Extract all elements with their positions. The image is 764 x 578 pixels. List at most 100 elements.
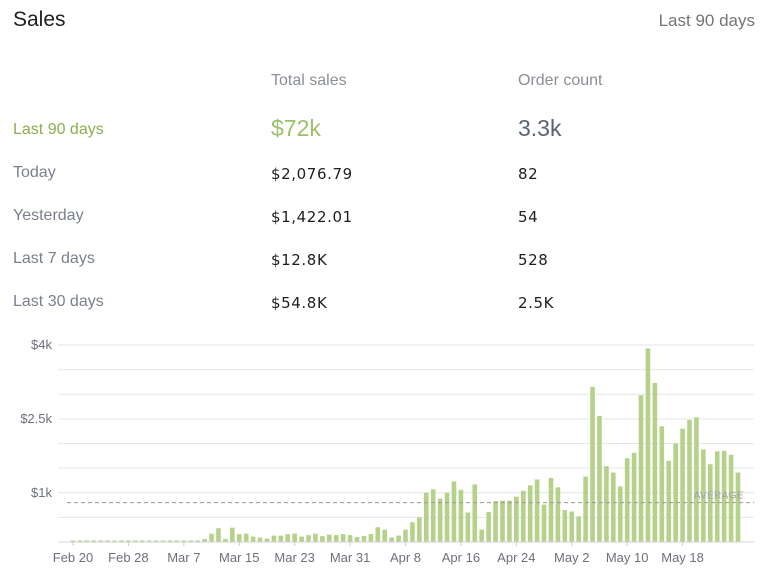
bar[interactable] xyxy=(292,533,297,542)
bar[interactable] xyxy=(479,529,484,542)
bar[interactable] xyxy=(98,540,104,542)
bar[interactable] xyxy=(313,533,318,542)
bar[interactable] xyxy=(333,535,339,542)
bar[interactable] xyxy=(306,535,311,542)
bar[interactable] xyxy=(160,540,166,542)
bar[interactable] xyxy=(264,538,270,542)
bar[interactable] xyxy=(569,511,575,542)
bar[interactable] xyxy=(604,466,609,542)
bar[interactable] xyxy=(666,460,672,542)
bar[interactable] xyxy=(271,535,277,542)
bar[interactable] xyxy=(91,540,97,542)
bar[interactable] xyxy=(181,540,187,542)
bar[interactable] xyxy=(146,540,152,542)
bar[interactable] xyxy=(527,485,533,542)
bar[interactable] xyxy=(320,536,325,542)
bar[interactable] xyxy=(230,527,235,542)
bar[interactable] xyxy=(617,486,623,542)
bar[interactable] xyxy=(548,477,554,542)
bar[interactable] xyxy=(451,481,457,542)
bar[interactable] xyxy=(236,534,242,542)
bar[interactable] xyxy=(430,489,436,542)
bar[interactable] xyxy=(139,540,145,542)
bar[interactable] xyxy=(202,539,207,542)
bar[interactable] xyxy=(728,454,734,542)
bar[interactable] xyxy=(514,496,519,542)
bar[interactable] xyxy=(299,536,304,542)
bar[interactable] xyxy=(257,537,263,542)
bar[interactable] xyxy=(597,415,602,542)
bar[interactable] xyxy=(410,522,415,542)
bar[interactable] xyxy=(694,417,699,542)
bar[interactable] xyxy=(652,382,658,542)
bar[interactable] xyxy=(507,500,512,542)
bar[interactable] xyxy=(576,516,581,542)
bar[interactable] xyxy=(520,490,526,542)
bar[interactable] xyxy=(112,540,117,542)
bar[interactable] xyxy=(361,536,367,542)
bar[interactable] xyxy=(174,540,180,542)
y-tick-label: $4k xyxy=(31,337,52,352)
bar[interactable] xyxy=(250,536,256,542)
bar[interactable] xyxy=(687,419,692,542)
bar[interactable] xyxy=(583,476,588,542)
bar[interactable] xyxy=(638,395,644,542)
bar[interactable] xyxy=(645,348,651,542)
bar[interactable] xyxy=(195,540,200,542)
bar[interactable] xyxy=(347,535,353,542)
bar[interactable] xyxy=(243,533,249,542)
bar[interactable] xyxy=(444,492,450,542)
bar[interactable] xyxy=(403,529,408,542)
bar[interactable] xyxy=(77,540,83,542)
bar[interactable] xyxy=(209,533,214,542)
average-label: AVERAGE xyxy=(694,491,744,502)
bar[interactable] xyxy=(500,500,505,542)
bar[interactable] xyxy=(631,452,637,542)
bar[interactable] xyxy=(486,511,491,542)
bar[interactable] xyxy=(417,517,422,542)
bar[interactable] xyxy=(396,535,401,542)
bar[interactable] xyxy=(375,527,381,542)
bar[interactable] xyxy=(119,540,124,542)
bar[interactable] xyxy=(555,487,561,542)
bar[interactable] xyxy=(541,504,547,542)
bar[interactable] xyxy=(590,386,595,542)
bar[interactable] xyxy=(465,512,471,542)
bar[interactable] xyxy=(70,540,76,542)
bar[interactable] xyxy=(327,534,332,542)
bar[interactable] xyxy=(167,540,173,542)
bar[interactable] xyxy=(472,484,478,542)
bar[interactable] xyxy=(285,534,291,542)
bar[interactable] xyxy=(278,535,284,542)
bar[interactable] xyxy=(84,540,90,542)
bar[interactable] xyxy=(389,537,394,542)
bar[interactable] xyxy=(611,472,616,542)
period-selector[interactable]: Last 90 days xyxy=(658,11,755,30)
bar[interactable] xyxy=(153,540,159,542)
bar[interactable] xyxy=(735,472,741,542)
bar[interactable] xyxy=(126,540,131,542)
bar[interactable] xyxy=(340,534,346,542)
bar[interactable] xyxy=(707,464,713,542)
bar[interactable] xyxy=(105,540,110,542)
bar[interactable] xyxy=(133,540,138,542)
bar[interactable] xyxy=(493,501,498,542)
bar[interactable] xyxy=(216,528,221,542)
bar[interactable] xyxy=(354,537,360,542)
bar[interactable] xyxy=(714,451,720,542)
bar[interactable] xyxy=(624,458,630,542)
bar[interactable] xyxy=(382,529,388,542)
bar[interactable] xyxy=(534,479,540,542)
bar[interactable] xyxy=(423,492,429,542)
bar[interactable] xyxy=(673,443,678,543)
bar[interactable] xyxy=(188,540,194,542)
bar[interactable] xyxy=(562,509,568,542)
bar[interactable] xyxy=(458,489,464,542)
bar[interactable] xyxy=(701,449,706,542)
bar[interactable] xyxy=(437,498,443,542)
bar[interactable] xyxy=(368,534,374,542)
bar[interactable] xyxy=(223,539,228,542)
bar[interactable] xyxy=(721,450,727,542)
bar[interactable] xyxy=(659,426,665,542)
bar[interactable] xyxy=(680,428,685,542)
